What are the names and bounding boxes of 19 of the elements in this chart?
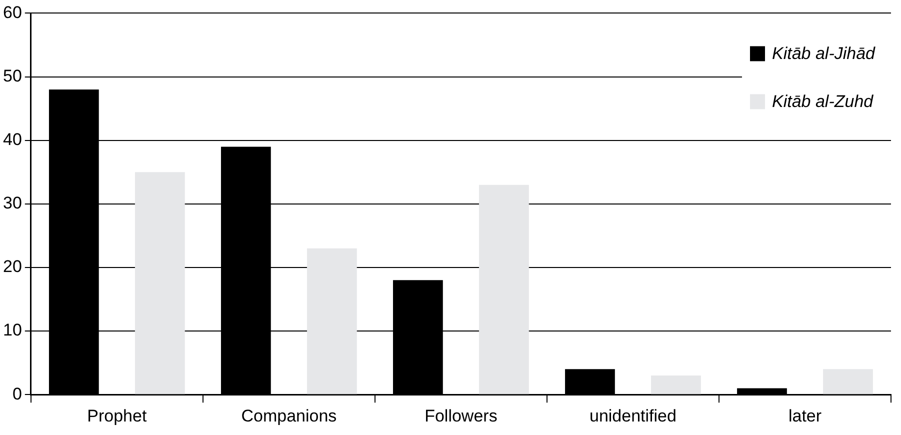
y-tick-label: 20 bbox=[2, 257, 22, 276]
bar bbox=[479, 184, 529, 394]
x-tick-label: later bbox=[788, 406, 822, 426]
bar bbox=[134, 172, 185, 394]
bar bbox=[823, 369, 873, 394]
y-tick-label: 60 bbox=[2, 2, 22, 22]
x-tick-label: Prophet bbox=[87, 406, 147, 426]
x-tick-label: Followers bbox=[424, 406, 498, 426]
x-tick-label: Companions bbox=[241, 406, 337, 426]
legend-label: Kitāb al-Zuhd bbox=[772, 92, 874, 111]
bar bbox=[651, 376, 701, 394]
y-tick-label: 40 bbox=[2, 130, 22, 150]
x-tick-label: unidentified bbox=[589, 406, 676, 426]
y-tick-label: 10 bbox=[2, 320, 22, 340]
y-tick-label: 30 bbox=[2, 194, 22, 213]
legend-label: Kitāb al-Jihād bbox=[772, 44, 876, 63]
y-tick-label: 50 bbox=[2, 66, 22, 86]
bar bbox=[307, 248, 357, 394]
y-tick-label: 0 bbox=[12, 384, 22, 404]
